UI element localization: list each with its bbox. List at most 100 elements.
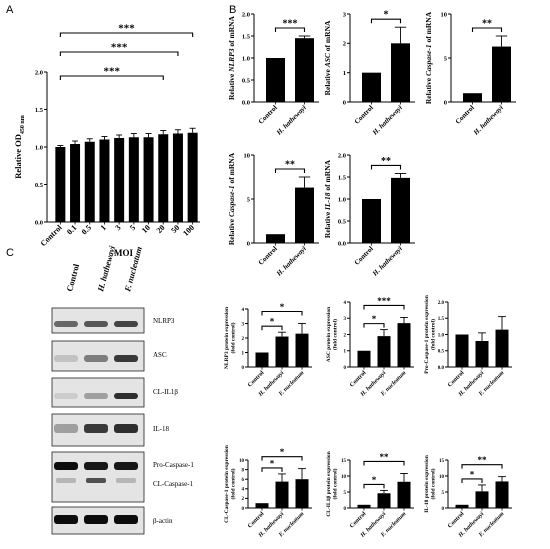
significance-marker: *	[270, 317, 275, 327]
x-category-label: Control	[447, 511, 466, 530]
x-category-label: H. hathewayi	[370, 245, 404, 279]
y-tick-label: 2	[343, 41, 346, 48]
significance-bracket	[261, 325, 283, 331]
y-axis-title-gene: Caspase-1	[227, 185, 236, 217]
blot-band	[54, 393, 78, 399]
blot-protein-label: β-actin	[153, 517, 173, 525]
blot-band	[84, 321, 108, 327]
significance-bracket	[370, 18, 402, 24]
y-axis-title: Relative OD450 nm	[13, 115, 26, 178]
blot-band	[54, 321, 78, 327]
x-category-label: 3	[113, 223, 122, 232]
x-category-label: Control	[247, 370, 266, 389]
y-axis-title-suffix: of mRNA	[323, 20, 332, 53]
bar	[391, 177, 410, 243]
y-tick-label: 5	[442, 491, 445, 496]
x-category-label: 100	[181, 223, 196, 238]
blot-protein-label: NLRP3	[153, 317, 175, 325]
x-category-label: Control	[349, 511, 368, 530]
bar	[275, 336, 289, 367]
y-axis-title-prefix: Relative	[227, 217, 236, 245]
blot-protein-label: ASC	[153, 351, 167, 359]
bar	[266, 58, 285, 102]
blot-lane-label: H. hathewayi	[95, 244, 117, 293]
bar	[84, 141, 95, 222]
blot-protein-label: CL-IL1β	[153, 388, 178, 396]
x-category-label: Control	[454, 104, 476, 126]
significance-marker: *	[470, 469, 475, 479]
y-tick-label: 0.5	[242, 77, 251, 84]
y-axis-title-suffix: of mRNA	[227, 15, 236, 48]
blot-lane-label: Control	[64, 262, 81, 292]
bar	[463, 93, 482, 102]
y-axis-title-prefix: Relative	[323, 210, 332, 238]
bar	[158, 134, 169, 222]
y-axis-title: CL-Caspase-1 protein expression(fold con…	[224, 445, 237, 523]
y-tick-label: 15	[341, 459, 347, 464]
y-tick-label: 2.0	[242, 11, 250, 18]
blot-band	[56, 478, 76, 483]
x-category-label: H. hathewayi	[370, 104, 404, 138]
y-tick-label: 2.0	[35, 69, 43, 76]
significance-bracket	[274, 168, 306, 173]
y-tick-label: 0	[344, 366, 347, 371]
y-tick-label: 6	[242, 478, 245, 483]
y-tick-label: 1.5	[242, 33, 251, 40]
x-category-label: 20	[155, 223, 167, 235]
y-tick-label: 0	[242, 366, 245, 371]
y-axis-title-line-1: CL-IL1β protein expression	[326, 451, 332, 516]
y-tick-label: 2	[242, 337, 245, 342]
y-tick-label: 1.5	[438, 317, 445, 322]
significance-bracket	[261, 456, 303, 461]
significance-marker: *	[372, 475, 377, 485]
x-category-label: H. hathewayi	[274, 245, 308, 279]
y-tick-label: 2	[242, 497, 245, 502]
y-axis-title-line-2: (fold control)	[332, 468, 339, 499]
significance-marker: **	[380, 452, 390, 462]
y-axis-title-line-2: (fold control)	[332, 319, 339, 350]
y-axis-title-line-1: Pro-Caspase-1 protein expression	[424, 295, 430, 374]
y-tick-label: 10	[244, 152, 251, 159]
bar	[295, 38, 314, 102]
bar	[492, 46, 511, 102]
y-tick-label: 1.0	[338, 196, 346, 203]
y-axis-title-line-1: CL-Caspase-1 protein expression	[224, 445, 230, 523]
y-tick-label: 1	[344, 350, 347, 355]
y-axis-title: Relative ASC of mRNA	[323, 20, 332, 95]
blot-band	[84, 393, 108, 399]
y-tick-label: 0.5	[35, 182, 44, 189]
blot-band	[114, 393, 138, 399]
y-axis-title-line-1: NLRP3 protein expression	[224, 307, 230, 369]
significance-bracket	[59, 51, 179, 56]
bar	[55, 147, 66, 222]
bar	[377, 336, 391, 367]
significance-bracket	[363, 460, 405, 466]
y-axis-title-line-2: (fold control)	[430, 468, 437, 499]
bar	[143, 137, 154, 222]
bar	[495, 329, 509, 367]
blot-band	[86, 478, 106, 483]
significance-bracket	[274, 27, 306, 32]
x-category-label: Control	[39, 223, 65, 249]
y-tick-label: 10	[439, 475, 445, 480]
y-axis-title: ASC protein expression(fold control)	[326, 307, 339, 362]
y-axis-title-suffix: of mRNA	[424, 11, 433, 44]
y-axis-title-suffix: of mRNA	[323, 159, 332, 192]
y-tick-label: 0.0	[35, 219, 43, 226]
y-axis-title-gene: ASC	[323, 52, 332, 68]
blot-band	[114, 355, 138, 362]
y-axis-title: NLRP3 protein expression(fold control)	[224, 307, 237, 369]
significance-marker: *	[384, 10, 389, 21]
y-tick-label: 1.0	[242, 55, 250, 62]
y-tick-label: 1.0	[35, 144, 43, 151]
y-tick-label: 8	[242, 468, 245, 473]
x-category-label: H. hathewayi	[471, 104, 505, 138]
bar	[266, 234, 285, 243]
bar	[397, 323, 411, 367]
blot-band	[114, 515, 138, 524]
y-tick-label: 5	[344, 491, 347, 496]
